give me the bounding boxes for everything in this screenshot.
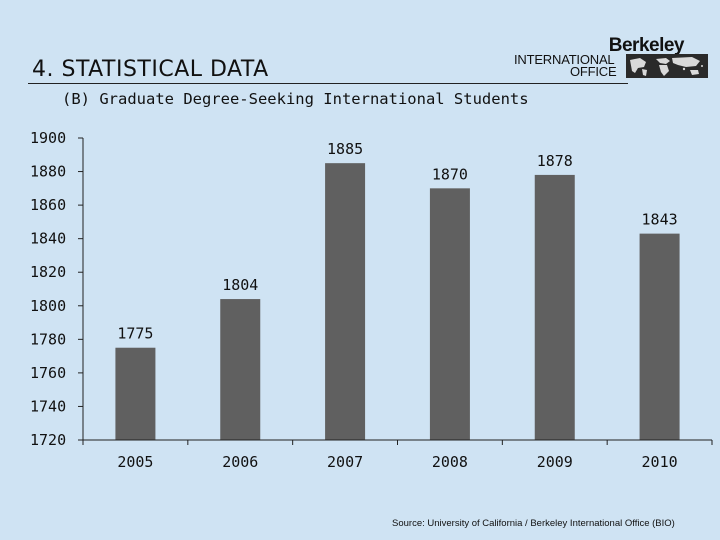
y-tick-label: 1840	[30, 230, 66, 248]
y-tick-label: 1780	[30, 330, 66, 348]
logo-text-berkeley: Berkeley	[608, 35, 685, 56]
berkeley-international-office-logo: Berkeley INTERNATIONAL OFFICE	[510, 32, 710, 80]
logo-text-international: INTERNATIONAL	[514, 52, 615, 67]
bar-2005	[115, 347, 156, 440]
x-tick-label-2010: 2010	[642, 453, 678, 471]
x-axis: 2005 2006 2007 2008 2009 2010	[82, 439, 713, 471]
x-tick-label-2008: 2008	[432, 453, 468, 471]
source-note: Source: University of California / Berke…	[392, 518, 675, 529]
y-tick-label: 1720	[30, 431, 66, 449]
bars	[115, 163, 680, 440]
data-label-2009: 1878	[537, 152, 573, 170]
data-label-2008: 1870	[432, 165, 468, 183]
y-tick-label: 1860	[30, 196, 66, 214]
bar-2009	[534, 174, 575, 440]
bar-2006	[220, 299, 261, 440]
page-title: 4. STATISTICAL DATA	[32, 57, 269, 82]
chart-subtitle: (B) Graduate Degree-Seeking Internationa…	[62, 90, 529, 108]
data-label-2007: 1885	[327, 140, 363, 158]
bar-2008	[429, 188, 470, 440]
y-tick-label: 1740	[30, 397, 66, 415]
data-label-2005: 1775	[117, 325, 153, 343]
title-divider	[28, 83, 628, 84]
x-tick-label-2006: 2006	[222, 453, 258, 471]
bar-2010	[639, 233, 680, 440]
y-tick-label: 1800	[30, 297, 66, 315]
logo-text-office: OFFICE	[570, 64, 617, 79]
y-tick-label: 1760	[30, 364, 66, 382]
x-tick-label-2007: 2007	[327, 453, 363, 471]
y-tick-label: 1880	[30, 163, 66, 181]
y-axis: 1720 1740 1760 1780 1800 1820 1840 1860 1880 1900	[30, 129, 84, 449]
data-labels: 1775 1804 1885 1870 1878 1843	[117, 140, 677, 343]
world-map-icon	[626, 54, 708, 78]
y-tick-label: 1900	[30, 129, 66, 147]
data-label-2006: 1804	[222, 276, 258, 294]
x-tick-label-2009: 2009	[537, 453, 573, 471]
x-tick-label-2005: 2005	[117, 453, 153, 471]
bar-2007	[325, 163, 366, 440]
y-tick-label: 1820	[30, 263, 66, 281]
data-label-2010: 1843	[642, 211, 678, 229]
